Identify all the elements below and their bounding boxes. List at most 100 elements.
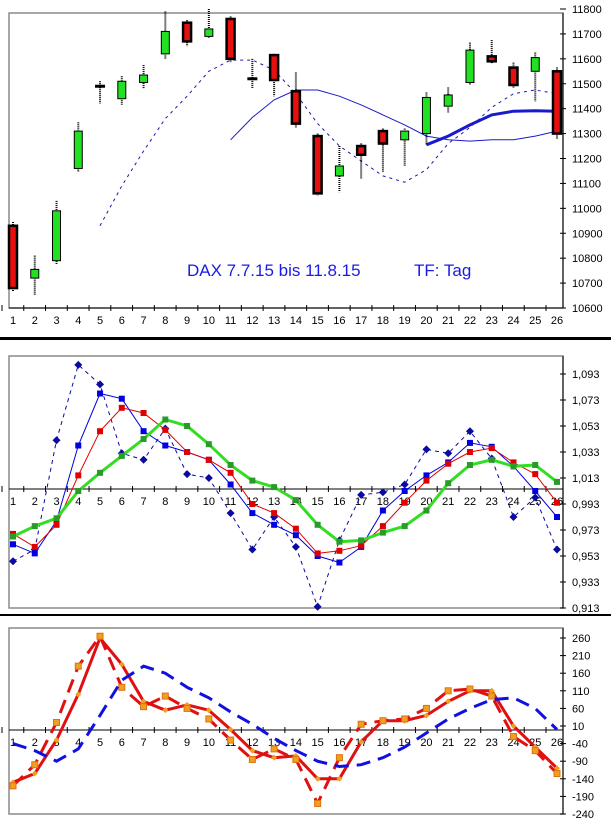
- candle-bearish: [181, 21, 193, 43]
- data-point-square: [75, 472, 82, 479]
- data-point-diamond: [510, 723, 517, 729]
- candle-bullish: [421, 96, 431, 135]
- x-tick-label: 14: [290, 315, 302, 327]
- x-tick-label: 11: [225, 496, 236, 508]
- x-tick-label: 23: [486, 496, 498, 508]
- data-point-diamond: [313, 602, 322, 611]
- data-point-square: [271, 484, 278, 491]
- data-point-diamond: [553, 545, 561, 554]
- data-point-square: [10, 541, 16, 548]
- data-point-square: [249, 510, 256, 517]
- data-point-diamond: [291, 542, 300, 551]
- data-point-diamond: [509, 513, 518, 521]
- x-tick-label: 5: [97, 737, 103, 749]
- y-tick-label: 11600: [572, 54, 602, 66]
- data-point-square: [118, 395, 125, 402]
- candle-bullish: [400, 130, 410, 141]
- data-point-diamond: [314, 775, 321, 782]
- x-tick-label: 23: [486, 737, 498, 749]
- data-point-square: [162, 416, 169, 423]
- candle-bearish: [355, 144, 367, 157]
- data-point-square: [249, 477, 256, 484]
- x-tick-label: 22: [464, 496, 476, 508]
- y-tick-label: 0,913: [572, 603, 600, 615]
- x-tick-label: 26: [551, 737, 563, 749]
- x-tick-label: 12: [246, 315, 258, 327]
- data-point-diamond: [9, 557, 17, 566]
- data-point-square: [554, 499, 560, 506]
- data-point-diamond: [378, 488, 387, 497]
- x-tick-label: 11: [225, 315, 236, 327]
- x-tick-label: 1: [10, 315, 16, 327]
- data-point-diamond: [531, 493, 540, 502]
- data-point-square: [227, 469, 234, 476]
- data-point-square: [96, 632, 104, 640]
- data-point-diamond: [445, 698, 452, 705]
- data-point-square: [401, 715, 409, 723]
- x-tick-label: 16: [333, 315, 345, 327]
- data-point-square: [422, 704, 430, 712]
- candle-doji: [95, 84, 106, 88]
- x-tick-label: 9: [184, 496, 190, 508]
- data-point-square: [97, 469, 104, 476]
- data-point-square: [292, 532, 299, 539]
- y-tick-label: 1,073: [572, 395, 600, 407]
- data-point-diamond: [52, 436, 61, 445]
- data-point-square: [379, 529, 386, 536]
- data-point-square: [227, 736, 235, 744]
- data-point-square: [314, 550, 321, 557]
- data-point-square: [205, 441, 212, 448]
- y-tick-label: 11300: [572, 129, 602, 141]
- x-tick-label: 15: [312, 496, 324, 508]
- x-tick-label: 16: [333, 496, 345, 508]
- data-point-square: [140, 703, 148, 711]
- data-point-square: [379, 507, 386, 514]
- x-tick-label: 24: [507, 496, 519, 508]
- y-tick-label: 260: [572, 633, 590, 645]
- y-tick-label: 1,033: [572, 447, 600, 459]
- data-point-square: [249, 501, 256, 507]
- data-point-diamond: [31, 770, 38, 777]
- data-point-square: [336, 538, 343, 545]
- data-point-square: [466, 439, 473, 446]
- data-point-square: [423, 472, 430, 479]
- x-tick-label: 25: [529, 315, 541, 327]
- data-point-square: [31, 761, 39, 769]
- x-tick-label: 13: [268, 315, 280, 327]
- data-point-square: [466, 449, 473, 455]
- oscillator-momentum-panel: 2602101601106010-40-90-140-190-240123456…: [1, 627, 594, 821]
- data-point-square: [9, 782, 17, 790]
- moving-average-line: [230, 89, 558, 142]
- x-tick-label: 15: [312, 315, 324, 327]
- x-tick-label: 9: [184, 737, 190, 749]
- data-point-diamond: [358, 738, 365, 745]
- series-line: [12, 664, 559, 769]
- y-tick-label: 0,953: [572, 551, 600, 563]
- data-point-square: [118, 404, 125, 411]
- candle-bullish: [443, 94, 453, 107]
- data-point-square: [488, 445, 495, 452]
- x-tick-label: 10: [203, 496, 215, 508]
- candle-bullish: [139, 74, 149, 84]
- y-tick-label: 0,973: [572, 525, 600, 537]
- x-tick-label: 3: [53, 496, 59, 508]
- data-point-diamond: [444, 449, 453, 458]
- data-point-diamond: [357, 490, 366, 499]
- data-point-square: [554, 514, 560, 520]
- candle-bearish: [312, 134, 323, 195]
- data-point-square: [184, 449, 191, 455]
- data-point-square: [510, 459, 517, 466]
- data-point-square: [75, 488, 82, 494]
- data-point-diamond: [140, 698, 147, 705]
- data-point-square: [336, 559, 343, 566]
- data-point-square: [118, 452, 125, 459]
- data-point-square: [205, 715, 213, 723]
- candle-bearish: [268, 53, 280, 82]
- data-point-square: [292, 525, 299, 532]
- series-line: [11, 633, 559, 807]
- candle-bearish: [508, 66, 519, 87]
- y-tick-label: -190: [572, 791, 594, 803]
- data-point-square: [205, 456, 212, 463]
- candle-bullish: [334, 165, 344, 177]
